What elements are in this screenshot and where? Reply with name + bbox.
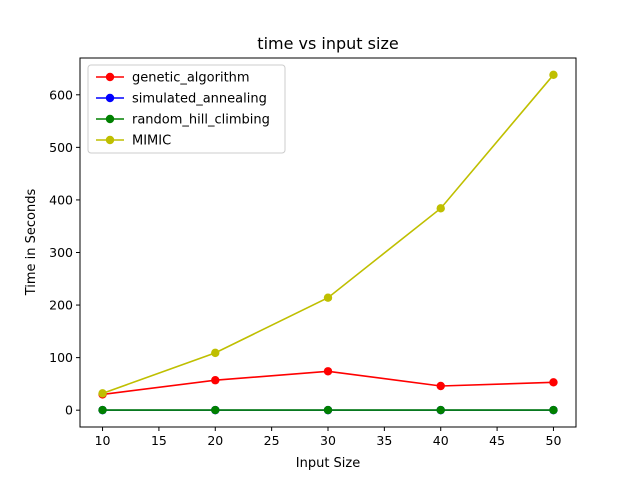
data-point [323,293,333,302]
legend-label: simulated_annealing [132,92,267,107]
legend-label: random_hill_climbing [132,113,270,128]
data-point [323,405,333,415]
data-point [549,378,558,387]
x-tick-label: 50 [546,433,562,448]
data-point [436,405,445,415]
y-tick-label: 600 [49,87,73,102]
legend-label: MIMIC [132,134,171,149]
legend-swatch-marker [105,114,115,124]
x-tick-label: 45 [489,433,505,448]
data-point [436,381,445,391]
y-tick-label: 0 [65,403,73,418]
data-point [211,348,220,358]
chart-title: time vs input size [257,34,398,53]
y-tick-label: 300 [49,245,73,260]
data-point [436,204,445,213]
x-tick-label: 30 [320,433,336,448]
x-tick-label: 35 [376,433,392,448]
x-axis-title: Input Size [296,456,360,471]
x-tick-label: 25 [264,433,280,448]
data-point [549,405,558,415]
legend-box [87,64,286,154]
legend-swatch-marker [105,93,115,103]
data-point [211,405,220,415]
plot-area [98,70,558,415]
y-tick-label: 200 [49,298,73,313]
data-point [211,376,220,385]
data-point [98,405,107,415]
y-tick-label: 400 [49,192,73,207]
y-tick-label: 100 [49,350,73,365]
x-tick-label: 15 [151,433,167,448]
data-point [549,70,558,80]
data-point [98,389,107,398]
x-tick-label: 40 [433,433,449,448]
y-axis-title: Time in Seconds [24,189,39,297]
x-tick-label: 10 [95,433,111,448]
y-tick-label: 500 [49,140,73,155]
legend-swatch-marker [105,72,115,82]
legend: genetic_algorithm simulated_annealingrand… [87,64,286,154]
data-point [323,367,333,376]
legend-label: genetic_algorithm [132,71,250,86]
legend-swatch-marker [105,135,115,145]
x-tick-label: 20 [207,433,223,448]
